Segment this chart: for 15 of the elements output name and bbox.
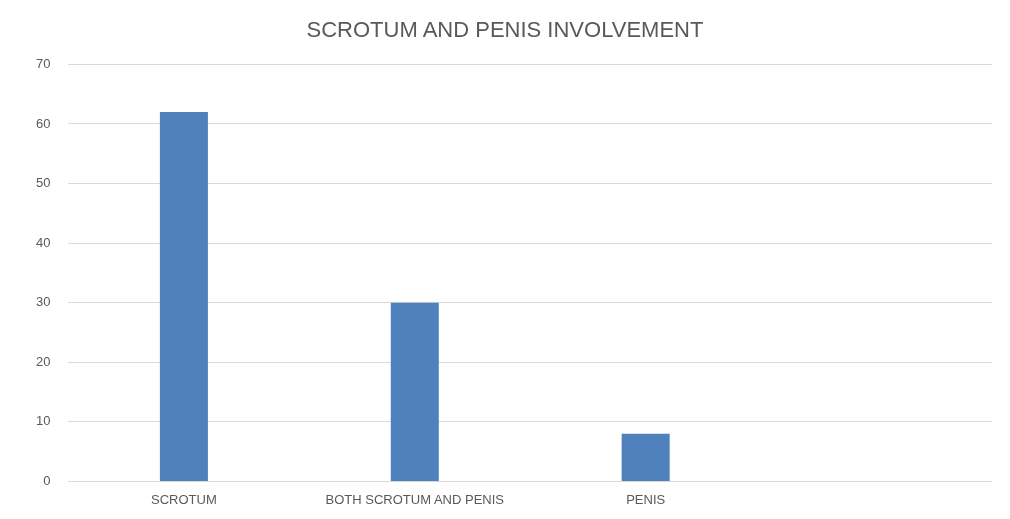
y-tick-label: 50 xyxy=(35,175,51,191)
y-tick-label: 30 xyxy=(35,294,51,310)
chart-title: SCROTUM AND PENIS INVOLVEMENT xyxy=(306,17,704,43)
bar xyxy=(390,302,439,481)
x-tick-label: PENIS xyxy=(626,491,666,507)
bar xyxy=(621,433,670,481)
y-tick-label: 0 xyxy=(43,472,51,488)
x-tick-label: SCROTUM xyxy=(151,491,217,507)
y-tick-label: 40 xyxy=(35,234,51,250)
y-tick-label: 70 xyxy=(35,55,51,71)
y-tick-label: 10 xyxy=(35,413,51,429)
y-tick-label: 60 xyxy=(35,115,51,131)
x-tick-label: BOTH SCROTUM AND PENIS xyxy=(325,491,505,507)
bar xyxy=(159,112,208,481)
y-tick-label: 20 xyxy=(35,353,51,369)
